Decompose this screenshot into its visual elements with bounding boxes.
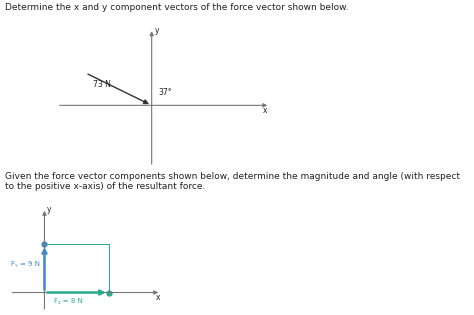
Text: y: y: [47, 204, 51, 214]
Text: Fᵧ = 9 N: Fᵧ = 9 N: [11, 261, 40, 267]
Text: x: x: [263, 106, 267, 115]
Text: Fᵪ = 8 N: Fᵪ = 8 N: [54, 298, 83, 304]
Text: Given the force vector components shown below, determine the magnitude and angle: Given the force vector components shown …: [5, 172, 460, 191]
Text: y: y: [155, 26, 160, 35]
Text: x: x: [155, 293, 160, 302]
Text: 73 N: 73 N: [93, 80, 111, 89]
Text: Determine the x and y component vectors of the force vector shown below.: Determine the x and y component vectors …: [5, 3, 348, 12]
Text: 37°: 37°: [159, 88, 173, 97]
